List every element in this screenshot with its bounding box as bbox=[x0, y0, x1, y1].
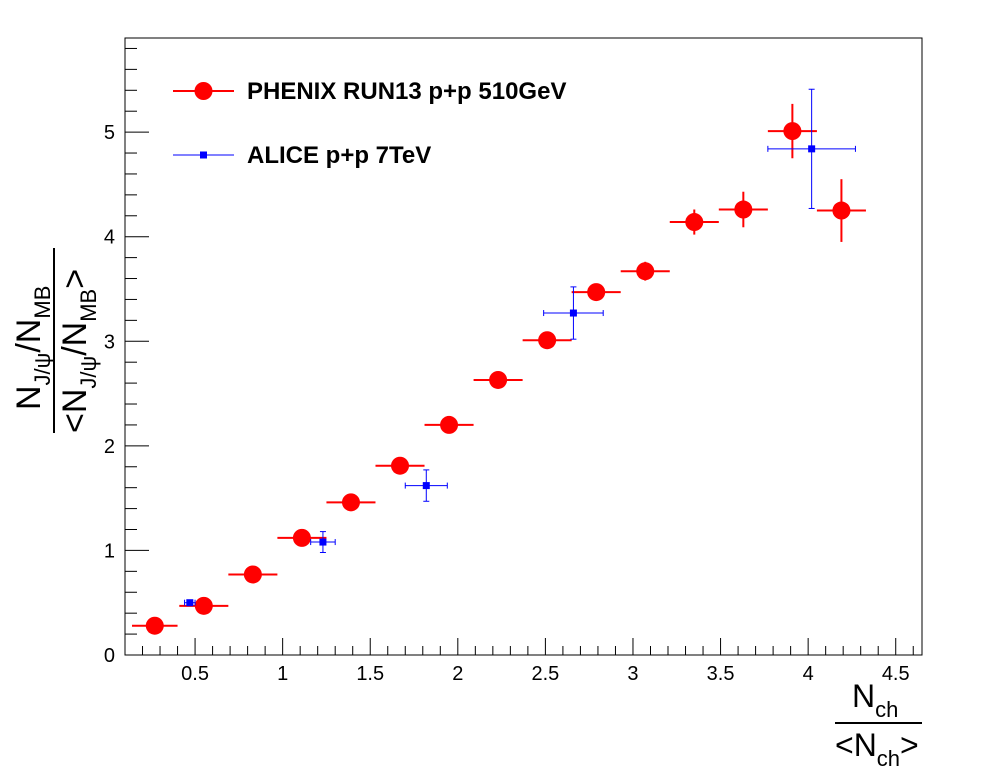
data-point bbox=[440, 415, 459, 434]
data-point bbox=[243, 565, 262, 584]
x-tick-label: 2.5 bbox=[531, 663, 559, 685]
y-tick-label: 0 bbox=[104, 645, 115, 667]
legend-marker-phenix bbox=[194, 82, 213, 100]
x-tick-label: 0.5 bbox=[181, 663, 209, 685]
data-point bbox=[734, 200, 753, 219]
y-tick-label: 5 bbox=[104, 122, 115, 144]
y-tick-label: 4 bbox=[104, 227, 115, 249]
x-tick-label: 4.5 bbox=[882, 663, 910, 685]
y-title-denominator: <NJ/ψ/NMB> bbox=[56, 269, 101, 433]
data-point bbox=[186, 599, 194, 607]
legend-marker-alice bbox=[200, 151, 207, 159]
data-point bbox=[783, 122, 802, 141]
x-axis-title: Nch <Nch> bbox=[835, 678, 922, 771]
y-title-numerator: NJ/ψ/NMB bbox=[10, 286, 55, 410]
x-title-denominator: <Nch> bbox=[835, 727, 919, 771]
y-tick-label: 3 bbox=[104, 331, 115, 353]
legend-label-phenix: PHENIX RUN13 p+p 510GeV bbox=[247, 78, 566, 105]
data-point bbox=[422, 482, 430, 490]
data-point bbox=[489, 370, 508, 389]
x-title-numerator: Nch bbox=[852, 678, 898, 722]
y-axis-title: NJ/ψ/NMB <NJ/ψ/NMB> bbox=[10, 248, 101, 433]
data-point bbox=[292, 528, 311, 547]
x-tick-label: 2 bbox=[452, 663, 463, 685]
legend-label-alice: ALICE p+p 7TeV bbox=[247, 142, 431, 169]
data-point bbox=[587, 283, 606, 302]
legend: PHENIX RUN13 p+p 510GeV ALICE p+p 7TeV bbox=[173, 78, 566, 169]
series-phenix bbox=[132, 103, 866, 635]
data-point bbox=[538, 331, 557, 350]
axes: 0.5 1 1.5 2 2.5 3 3.5 4 4.5 0 1 2 3 4 5 bbox=[104, 37, 923, 685]
data-point bbox=[832, 201, 851, 220]
x-tick-label: 3 bbox=[627, 663, 638, 685]
data-point bbox=[636, 262, 655, 281]
plot-frame bbox=[124, 37, 923, 656]
data-point bbox=[391, 456, 410, 475]
y-tick-label: 2 bbox=[104, 436, 115, 458]
y-tick-label: 1 bbox=[104, 540, 115, 562]
series-alice bbox=[184, 88, 856, 607]
x-tick-label: 1.5 bbox=[356, 663, 384, 685]
x-tick-label: 4 bbox=[803, 663, 814, 685]
x-tick-label: 1 bbox=[277, 663, 288, 685]
data-point bbox=[341, 493, 360, 512]
data-point bbox=[319, 538, 327, 546]
data-point bbox=[685, 213, 704, 232]
x-tick-label: 3.5 bbox=[707, 663, 735, 685]
data-point bbox=[808, 145, 816, 153]
data-point bbox=[145, 616, 164, 635]
data-point bbox=[194, 596, 213, 615]
data-point bbox=[569, 309, 577, 317]
